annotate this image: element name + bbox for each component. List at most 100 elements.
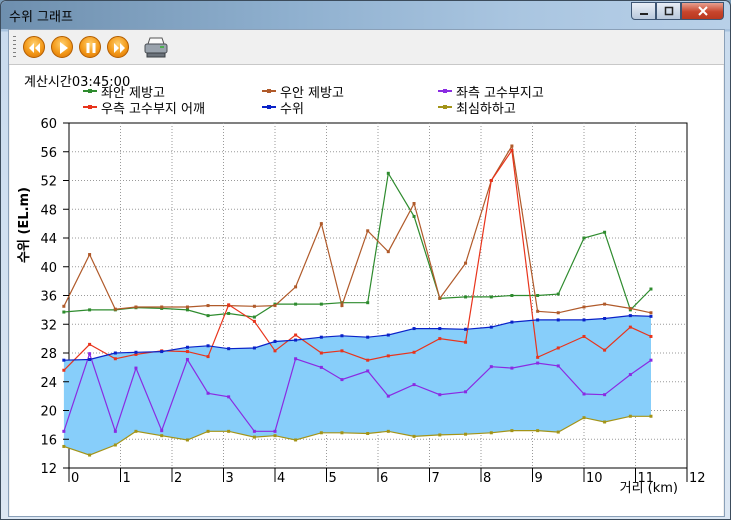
toolbar-grip[interactable] <box>13 36 16 58</box>
data-point <box>464 432 468 436</box>
data-point <box>62 444 66 448</box>
legend-label: 우안 제방고 <box>280 86 344 101</box>
data-point <box>294 338 298 342</box>
data-point <box>628 414 632 418</box>
series-line <box>63 171 652 318</box>
data-point <box>412 383 416 387</box>
close-button[interactable] <box>681 2 724 20</box>
data-point <box>556 318 560 322</box>
data-point <box>603 317 607 320</box>
fast-forward-button[interactable] <box>107 36 129 58</box>
data-point <box>340 301 344 305</box>
data-point <box>603 230 607 234</box>
data-point <box>185 357 189 361</box>
data-point <box>366 229 370 233</box>
y-tick-label: 52 <box>40 175 57 190</box>
data-point <box>412 350 416 354</box>
data-point <box>649 334 653 338</box>
minimize-button[interactable] <box>631 2 656 20</box>
data-point <box>438 393 442 397</box>
rewind-button[interactable] <box>23 36 45 58</box>
data-point <box>206 391 210 395</box>
data-point <box>603 348 607 352</box>
legend-label: 좌측 고수부지고 <box>456 86 544 101</box>
data-point <box>412 434 416 438</box>
data-point <box>438 433 442 437</box>
data-point <box>185 308 189 312</box>
data-point <box>464 327 468 331</box>
maximize-button[interactable] <box>656 2 681 20</box>
data-point <box>366 369 370 373</box>
data-point <box>489 179 493 182</box>
data-point <box>386 171 390 175</box>
data-point <box>649 358 653 362</box>
window-controls <box>631 2 724 21</box>
data-point <box>582 318 586 322</box>
data-point <box>489 325 493 329</box>
data-point <box>536 355 540 359</box>
data-point <box>227 429 231 433</box>
series-line <box>63 314 652 361</box>
data-point <box>536 309 540 313</box>
y-tick-label: 16 <box>40 433 57 448</box>
data-point <box>556 292 560 296</box>
data-point <box>582 392 586 396</box>
data-point <box>185 438 189 442</box>
data-point <box>628 314 632 318</box>
print-button[interactable] <box>142 35 170 59</box>
data-point <box>62 358 66 362</box>
x-tick-label: 12 <box>689 471 706 486</box>
data-point <box>88 352 92 356</box>
data-point <box>319 351 323 355</box>
data-point <box>582 416 586 420</box>
chart-series <box>62 144 653 457</box>
data-point <box>294 438 298 442</box>
pause-icon <box>86 43 96 53</box>
data-point <box>412 214 416 218</box>
data-point <box>134 366 138 370</box>
window-title: 수위 그래프 <box>9 10 73 25</box>
data-point <box>536 361 540 365</box>
data-point <box>319 365 323 369</box>
data-point <box>438 337 442 341</box>
y-tick-label: 40 <box>40 261 57 276</box>
y-tick-label: 20 <box>40 405 57 420</box>
rewind-icon <box>29 43 40 53</box>
x-axis-ticks: 0 1 2 3 4 5 6 7 8 9 10 11 12 <box>68 468 706 486</box>
x-tick-label: 11 <box>638 471 655 486</box>
data-point <box>134 350 138 354</box>
data-point <box>294 285 298 289</box>
data-point <box>252 346 256 350</box>
title-bar[interactable]: 수위 그래프 <box>1 1 730 29</box>
data-point <box>252 429 256 433</box>
data-point <box>113 443 117 447</box>
data-point <box>489 295 493 299</box>
data-point <box>252 435 256 439</box>
fast-forward-icon <box>114 43 125 53</box>
data-point <box>438 296 442 300</box>
data-point <box>649 314 653 318</box>
data-point <box>464 295 468 299</box>
data-point <box>412 202 416 205</box>
data-point <box>510 366 514 370</box>
data-point <box>62 368 66 372</box>
series-line <box>63 415 651 456</box>
data-point <box>252 304 256 308</box>
maximize-icon <box>664 6 673 16</box>
data-point <box>649 287 653 291</box>
data-point <box>294 333 298 337</box>
x-tick-label: 7 <box>432 471 440 486</box>
data-point <box>227 311 231 315</box>
data-point <box>386 394 390 398</box>
data-point <box>294 357 298 361</box>
data-point <box>582 236 586 240</box>
y-tick-label: 28 <box>40 347 57 362</box>
pause-button[interactable] <box>79 36 101 58</box>
y-tick-label: 12 <box>40 462 57 477</box>
data-point <box>160 350 164 354</box>
data-point <box>386 333 390 337</box>
data-point <box>206 314 210 318</box>
play-button[interactable] <box>51 36 73 58</box>
